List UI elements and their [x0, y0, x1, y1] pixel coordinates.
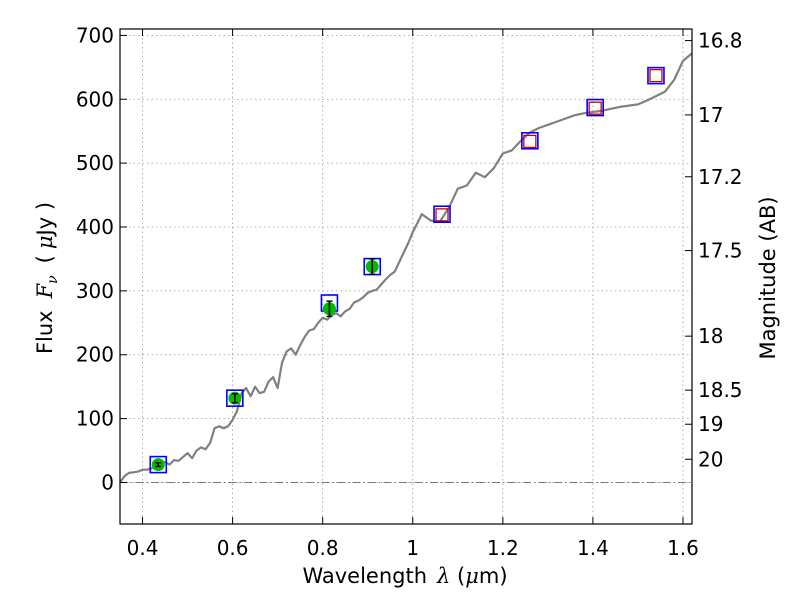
- spectrum-series: [119, 52, 693, 484]
- magnitude-tick-label: 17: [698, 103, 723, 127]
- model-box-marker: [521, 131, 539, 150]
- grid-lines: [120, 29, 692, 524]
- magnitude-tick-label: 17.2: [698, 165, 743, 189]
- plot-frame: [119, 28, 693, 525]
- magnitude-tick-labels: 16.8 17 17.2 17.5 18 18.5 19 20: [698, 29, 743, 472]
- observed-series: [151, 258, 379, 472]
- magnitude-tick-label: 20: [698, 447, 723, 471]
- spectrum-line: [119, 52, 693, 484]
- y-tick-label: 200: [76, 343, 114, 367]
- x-tick-label: 1.4: [577, 536, 609, 560]
- magnitude-axis-title: Magnitude (AB): [756, 196, 780, 359]
- y-tick-labels: 0 100 200 300 400 500 600 700: [76, 23, 114, 494]
- x-tick-label: 0.4: [127, 536, 159, 560]
- photometry-box-marker: [588, 101, 602, 115]
- x-tick-label: 1.2: [487, 536, 519, 560]
- x-axis-title: Wavelength λ (μm): [302, 564, 507, 588]
- model-series: [149, 66, 665, 474]
- photometry-box-marker: [523, 134, 537, 149]
- photometry-box-marker: [649, 68, 663, 83]
- model-box-marker: [586, 98, 604, 117]
- y-tick-label: 600: [76, 87, 114, 111]
- y-tick-label: 0: [101, 470, 114, 494]
- y-tick-label: 400: [76, 215, 114, 239]
- y-axis-title: FluxFν(μJy ): [33, 202, 61, 354]
- magnitude-tick-label: 16.8: [698, 29, 743, 53]
- photometry-box-marker: [435, 208, 449, 222]
- model-box-marker: [226, 389, 244, 407]
- magnitude-tick-label: 17.5: [698, 239, 743, 263]
- x-tick-label: 1.6: [667, 536, 699, 560]
- photometry-series: [435, 68, 663, 222]
- model-box-marker: [149, 455, 168, 474]
- magnitude-tick-label: 18.5: [698, 378, 743, 402]
- magnitude-tick-label: 19: [698, 412, 723, 436]
- model-box-marker: [433, 205, 451, 224]
- y-tick-label: 300: [76, 279, 114, 303]
- x-tick-label: 0.6: [217, 536, 249, 560]
- magnitude-tick-label: 18: [698, 324, 723, 348]
- x-tick-label: 1: [406, 536, 419, 560]
- model-box-marker: [647, 66, 665, 85]
- y-tick-label: 700: [76, 23, 114, 47]
- x-tick-label: 0.8: [307, 536, 339, 560]
- x-tick-labels: 0.4 0.6 0.8 1 1.2 1.4 1.6: [127, 536, 699, 560]
- axis-ticks: [120, 29, 692, 524]
- y-tick-label: 500: [76, 151, 114, 175]
- y-tick-label: 100: [76, 407, 114, 431]
